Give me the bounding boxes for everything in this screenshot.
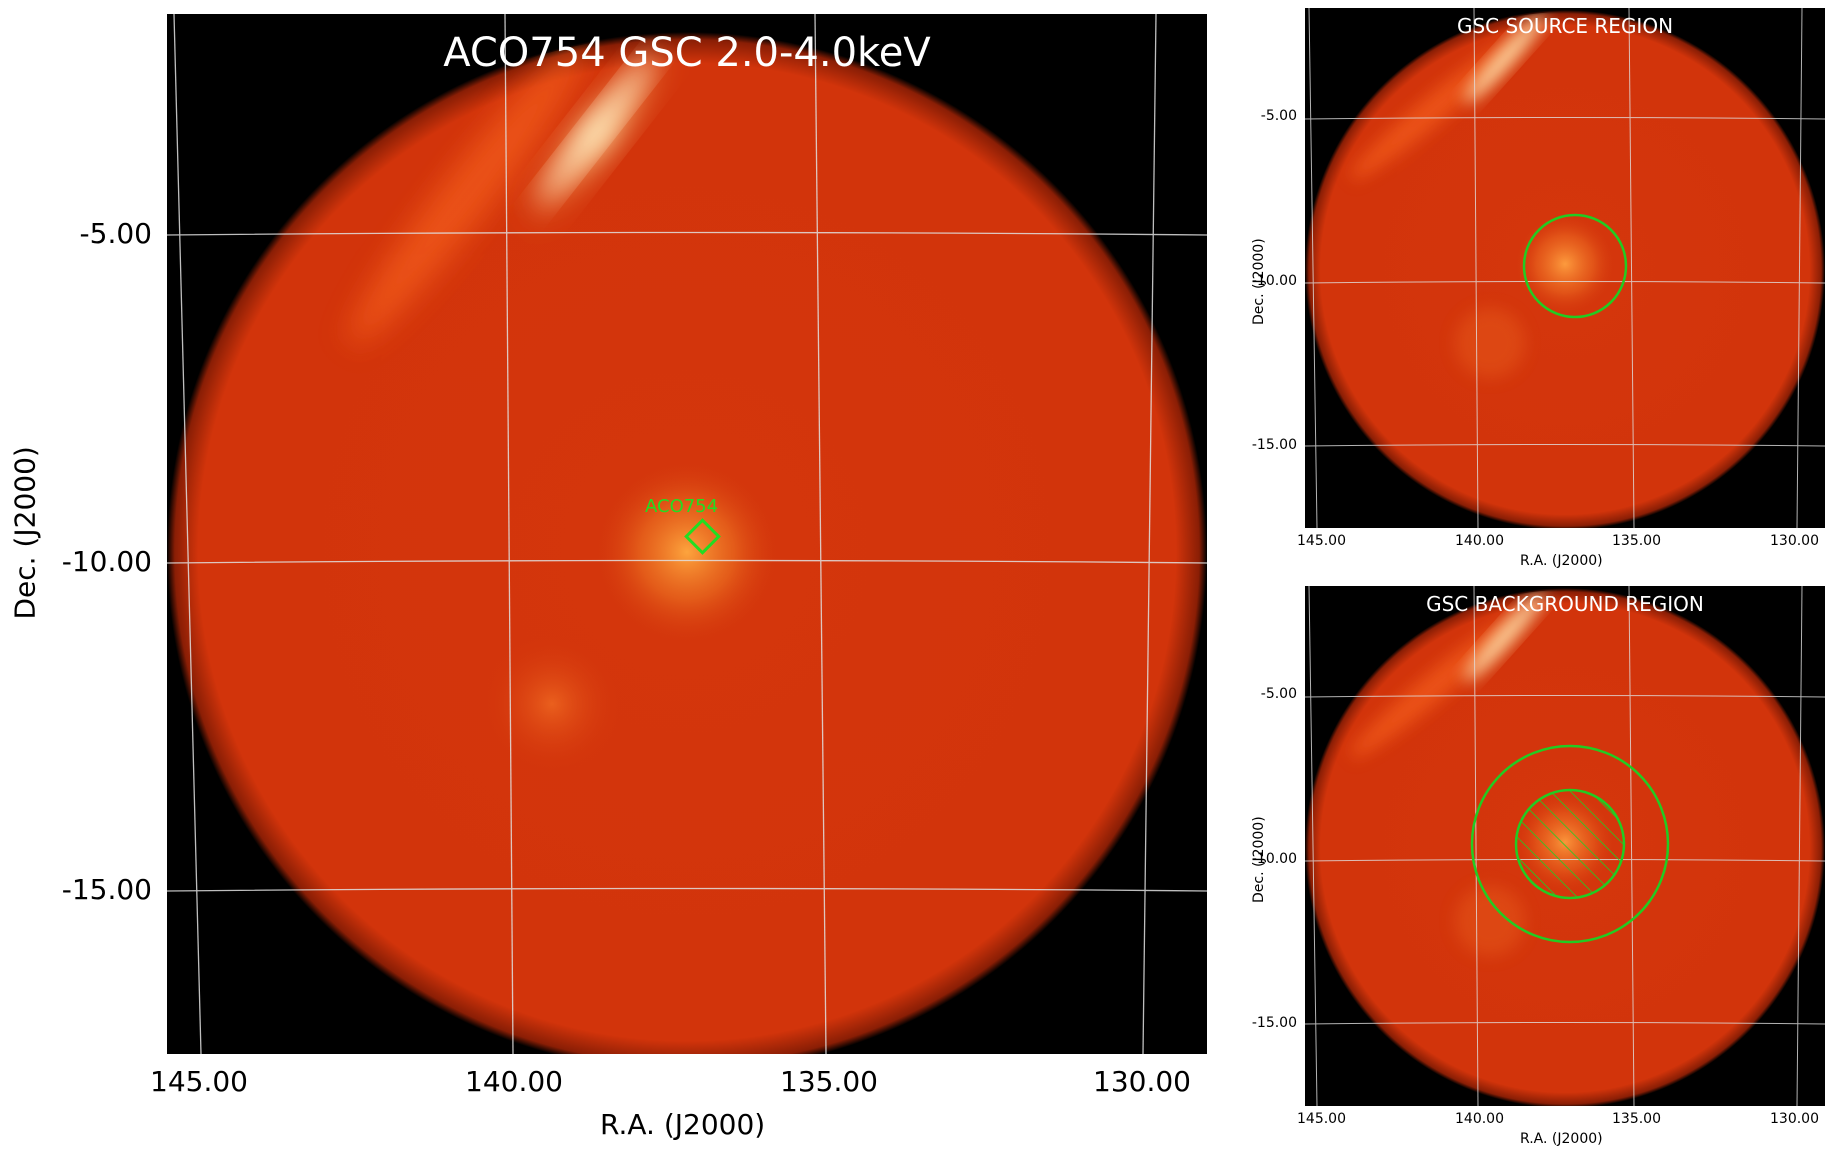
main-ylabel: Dec. (J2000) xyxy=(8,446,42,620)
src-xtick-1: 145.00 xyxy=(1297,533,1346,549)
bg-xtick-2: 140.00 xyxy=(1455,1111,1504,1127)
src-ytick-3: -15.00 xyxy=(1251,437,1297,453)
background-region-panel: GSC BACKGROUND REGION -5.00 -10.00 -15.0… xyxy=(1220,578,1832,1156)
bg-ytick-2: -10.00 xyxy=(1251,851,1297,867)
main-sky-image: ACO754 GSC 2.0-4.0keV ACO754 xyxy=(167,14,1207,1054)
main-xtick-1: 145.00 xyxy=(150,1065,248,1098)
src-xlabel: R.A. (J2000) xyxy=(1520,553,1603,569)
src-xtick-3: 135.00 xyxy=(1612,533,1661,549)
background-excluded-circle xyxy=(1514,788,1626,900)
main-xtick-4: 130.00 xyxy=(1093,1065,1191,1098)
bg-xtick-4: 130.00 xyxy=(1770,1111,1819,1127)
bg-ytick-3: -15.00 xyxy=(1251,1015,1297,1031)
src-ylabel: Dec. (J2000) xyxy=(1251,238,1267,325)
source-panel-title: GSC SOURCE REGION xyxy=(1456,14,1674,38)
main-ytick-2: -10.00 xyxy=(61,545,152,578)
src-ytick-1: -5.00 xyxy=(1260,108,1297,124)
source-region-circle xyxy=(1522,213,1628,319)
source-region-panel: GSC SOURCE REGION -5.00 -10.00 -15.00 14… xyxy=(1220,0,1832,578)
bg-xlabel: R.A. (J2000) xyxy=(1520,1131,1603,1147)
main-xlabel: R.A. (J2000) xyxy=(600,1108,766,1141)
main-ytick-3: -15.00 xyxy=(61,873,152,906)
cluster-emission xyxy=(592,457,782,647)
source-region-image: GSC SOURCE REGION xyxy=(1305,8,1825,528)
main-ytick-1: -5.00 xyxy=(79,217,152,250)
main-image-panel: ACO754 GSC 2.0-4.0keV ACO754 -5.00 -10.0… xyxy=(8,14,1207,1141)
bg-xtick-1: 145.00 xyxy=(1297,1111,1346,1127)
main-xtick-2: 140.00 xyxy=(465,1065,563,1098)
bg-xtick-3: 135.00 xyxy=(1612,1111,1661,1127)
source-label: ACO754 xyxy=(645,496,719,517)
src-ytick-2: -10.00 xyxy=(1251,273,1297,289)
bg-ylabel: Dec. (J2000) xyxy=(1251,816,1267,903)
main-title: ACO754 GSC 2.0-4.0keV xyxy=(443,30,931,76)
src-xtick-2: 140.00 xyxy=(1455,533,1504,549)
background-panel-title: GSC BACKGROUND REGION xyxy=(1426,592,1704,616)
src-xtick-4: 130.00 xyxy=(1770,533,1819,549)
bg-ytick-1: -5.00 xyxy=(1260,686,1297,702)
background-region-image: GSC BACKGROUND REGION xyxy=(1305,586,1825,1106)
background-outer-circle xyxy=(1470,744,1670,944)
source-marker-diamond xyxy=(684,518,721,555)
main-xtick-3: 135.00 xyxy=(780,1065,878,1098)
